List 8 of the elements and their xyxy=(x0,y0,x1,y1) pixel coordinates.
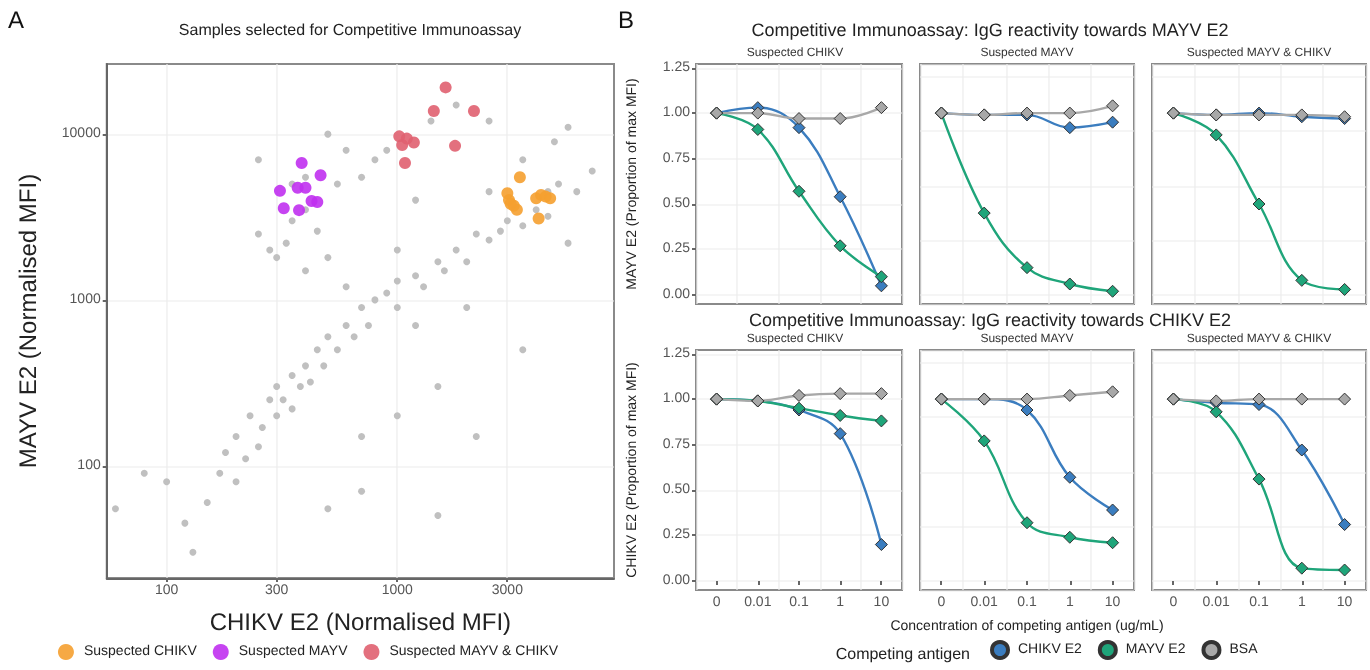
text: A xyxy=(7,6,25,34)
chart-title: Samples selected for Competitive Immunoassay xyxy=(178,21,522,39)
chart-title: Competitive Immunoassay: IgG reactivity towards MAYV E2 xyxy=(751,20,1229,40)
x-axis-title: CHIKV E2 (Normalised MFI) xyxy=(209,608,512,636)
chart-title: Competitive Immunoassay: IgG reactivity towards CHIKV E2 xyxy=(748,310,1232,330)
text: B xyxy=(617,6,635,34)
legend-title: Competing antigen xyxy=(835,645,970,663)
y-axis-title: MAYV E2 (Normalised MFI) xyxy=(14,173,42,469)
